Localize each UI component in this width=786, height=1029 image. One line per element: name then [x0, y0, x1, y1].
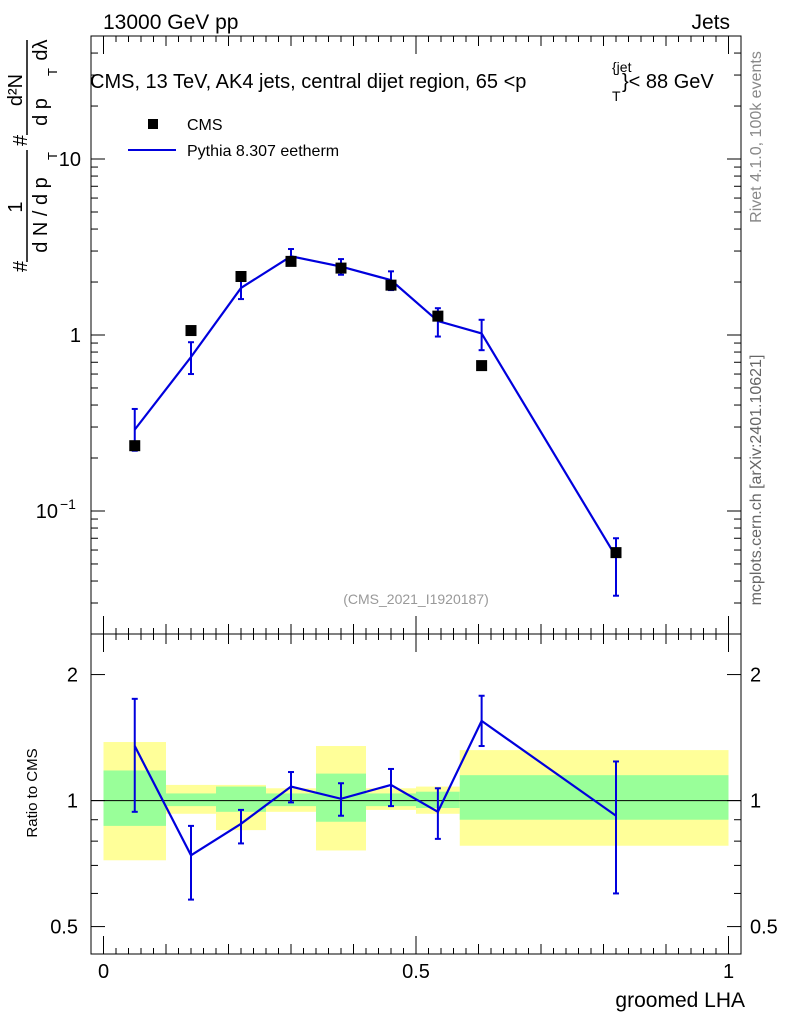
cms-data-point — [610, 547, 622, 559]
ratio-y-label: Ratio to CMS — [24, 748, 41, 837]
legend-cms-marker — [148, 119, 158, 129]
ratio-y-axis: 0.5 0.5 1 1 2 2 — [50, 665, 778, 939]
plot-title: CMS, 13 TeV, AK4 jets, central dijet reg… — [90, 59, 714, 104]
main-series — [129, 248, 622, 597]
ylabel-hash-1: # — [10, 260, 32, 272]
main-y-tick-label: 10 — [36, 501, 58, 523]
cms-data-point — [335, 262, 347, 274]
ratio-y-tick-label: 0.5 — [50, 917, 78, 939]
inner-uncertainty-band — [459, 775, 504, 820]
cms-data-point — [432, 310, 444, 322]
cms-data-point — [285, 255, 297, 267]
category-label: Jets — [691, 11, 730, 34]
inner-uncertainty-band — [166, 793, 216, 807]
inner-uncertainty-band — [216, 786, 266, 812]
x-tick-label: 1 — [723, 961, 734, 983]
ratio-y-tick-label: 2 — [67, 665, 78, 687]
main-y-tick-exponent: −1 — [60, 496, 76, 512]
ratio-plot-panel: 0.5 0.51 12 2 0 0.5 1 Ratio to CMS groomed LH… — [24, 633, 778, 1012]
cms-data-point — [235, 270, 247, 282]
mcplots-label: mcplots.cern.ch [arXiv:2401.10621] — [748, 355, 765, 606]
ratio-uncertainty-bands — [103, 742, 729, 861]
legend-pythia-label: Pythia 8.307 eetherm — [187, 143, 339, 160]
ratio-y-tick-label: 1 — [67, 791, 78, 813]
main-y-label: # 1 d N / d p T # d²N d p T dλ — [5, 39, 60, 272]
ylabel-sub-t-2: T — [45, 68, 60, 76]
watermark: (CMS_2021_I1920187) — [343, 591, 489, 607]
ylabel-dlambda: dλ — [30, 39, 52, 60]
main-y-tick-label: 1 — [70, 325, 81, 347]
x-axis-label: groomed LHA — [615, 989, 745, 1012]
cms-data-point — [385, 279, 397, 291]
x-tick-label: 0 — [98, 961, 109, 983]
ylabel-d2n: d²N — [5, 74, 27, 106]
ylabel-den: d N / d p — [30, 177, 52, 253]
title-sup: {jet — [612, 59, 632, 75]
cms-data-point — [476, 360, 488, 372]
ratio-y-tick-label-right: 2 — [750, 665, 761, 687]
ylabel-hash-2: # — [10, 134, 32, 146]
ratio-y-tick-label-right: 1 — [750, 791, 761, 813]
ratio-x-axis: 0 0.5 1 — [98, 634, 734, 983]
cms-data-point — [185, 325, 197, 337]
ylabel-sub-t: T — [45, 152, 60, 160]
title-sub: T — [612, 88, 621, 104]
ylabel-one: 1 — [5, 201, 27, 212]
rivet-label: Rivet 4.1.0, 100k events — [748, 51, 765, 223]
title-main-text: CMS, 13 TeV, AK4 jets, central dijet reg… — [90, 71, 526, 93]
main-x-ticks — [103, 36, 729, 634]
energy-label: 13000 GeV pp — [103, 11, 238, 34]
main-y-tick-label: 10 — [59, 149, 81, 171]
ratio-series — [131, 694, 619, 901]
title-tail: }< 88 GeV — [622, 71, 714, 93]
pythia-line — [133, 255, 617, 558]
legend-cms-label: CMS — [187, 117, 223, 134]
ylabel-den2: d p — [30, 98, 52, 126]
cms-data-point — [129, 440, 141, 452]
legend: CMS Pythia 8.307 eetherm — [128, 117, 339, 160]
ratio-y-tick-label-right: 0.5 — [750, 917, 778, 939]
title-main: CMS, 13 TeV, AK4 jets, central dijet reg… — [90, 71, 526, 93]
x-tick-label: 0.5 — [402, 961, 430, 983]
